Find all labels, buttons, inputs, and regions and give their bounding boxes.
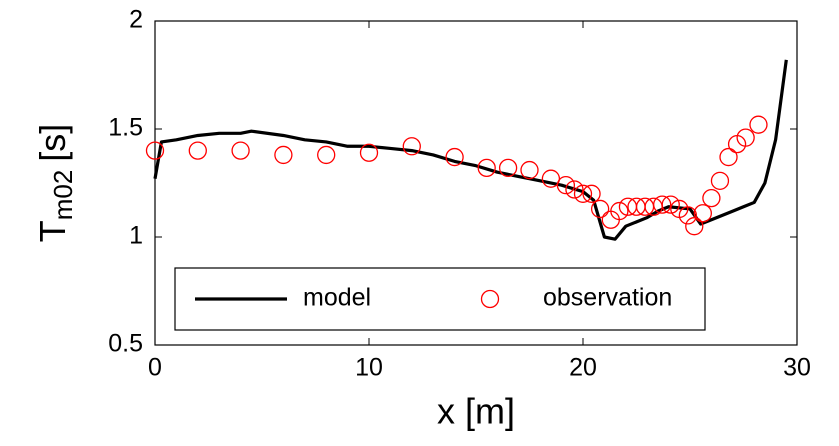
- observation-point: [188, 141, 207, 160]
- observation-point: [702, 188, 721, 208]
- y-tick-label: 2: [129, 6, 143, 34]
- y-label-sub: m02: [48, 170, 78, 221]
- observation-point: [274, 145, 293, 165]
- y-tick-label: 1.5: [108, 114, 143, 142]
- legend: model observation: [174, 267, 706, 331]
- x-tick-label: 0: [148, 354, 162, 382]
- observation-point: [445, 147, 464, 167]
- y-label-main: T: [32, 220, 73, 242]
- x-tick-label: 30: [783, 354, 811, 382]
- legend-label: observation: [543, 284, 672, 312]
- observation-point: [317, 145, 336, 165]
- y-axis-label: Tm02 [s]: [32, 124, 78, 243]
- observation-point: [582, 184, 601, 203]
- observation-point: [749, 115, 768, 134]
- observation-point: [610, 201, 629, 221]
- y-axis-label-text: Tm02 [s]: [32, 124, 78, 243]
- observation-point: [231, 141, 250, 160]
- observation-point: [661, 195, 680, 214]
- observation-point: [359, 143, 379, 162]
- observation-point: [736, 128, 755, 147]
- observation-point: [685, 217, 704, 236]
- observation-point: [693, 204, 712, 223]
- observation-point: [678, 206, 698, 225]
- observation-point: [498, 158, 518, 178]
- observation-point: [573, 184, 593, 203]
- legend-label: model: [303, 284, 371, 312]
- y-label-unit: [s]: [32, 124, 73, 162]
- observation-point: [477, 158, 496, 178]
- x-axis-label: x [m]: [437, 391, 515, 432]
- observation-point: [145, 141, 165, 160]
- observation-point: [590, 199, 610, 219]
- observation-point: [556, 176, 576, 195]
- x-tick-label: 10: [355, 354, 383, 382]
- plot-area: [154, 20, 798, 346]
- observation-point: [710, 171, 730, 190]
- y-tick-label: 1: [129, 222, 143, 250]
- observation-point: [541, 169, 561, 188]
- model-line: [153, 59, 788, 241]
- observation-point: [719, 147, 738, 167]
- observation-point: [520, 160, 539, 180]
- observation-point: [565, 180, 584, 199]
- observation-point: [653, 195, 672, 214]
- observation-point: [402, 137, 421, 156]
- x-tick-label: 20: [569, 354, 597, 382]
- y-tick-label: 0.5: [108, 330, 143, 358]
- legend-symbol: [480, 289, 500, 309]
